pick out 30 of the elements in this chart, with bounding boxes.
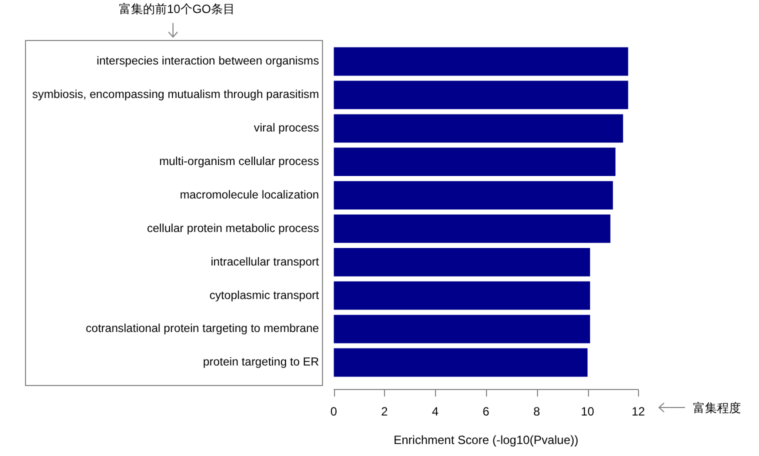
bar [334,281,590,310]
y-tick-label: viral process [254,122,320,135]
y-tick-label: interspecies interaction between organisms [96,54,320,68]
bar [334,348,588,377]
bar [334,248,590,276]
x-tick-label: 4 [432,404,439,419]
y-tick-label: intracellular transport [210,255,320,268]
bar [334,148,616,176]
bar [334,314,590,344]
x-axis-title: Enrichment Score (-log10(Pvalue)) [394,433,578,448]
bar [334,47,628,76]
x-tick-label: 10 [580,404,595,419]
x-tick-label: 8 [533,404,540,419]
bar [334,80,628,110]
x-tick-label: 6 [482,404,490,419]
y-tick-label: cytoplasmic transport [209,288,320,302]
y-tick-label: multi-organism cellular process [159,155,320,168]
y-tick-label: symbiosis, encompassing mutualism through parasitism [32,88,319,102]
bar [334,214,610,243]
x-tick-label: 0 [330,404,338,419]
y-tick-label: macromolecule localization [180,188,319,202]
bar [334,181,613,210]
y-tick-label: cellular protein metabolic process [146,222,320,235]
y-tick-label: protein targeting to ER [202,356,319,369]
text: 富集的前10个GO条目 [118,2,236,16]
bar [334,114,624,143]
x-tick-label: 12 [632,404,646,419]
x-tick-label: 2 [381,404,388,419]
text: 富集程度 [693,400,741,414]
y-tick-label: cotranslational protein targeting to membrane [86,322,319,336]
